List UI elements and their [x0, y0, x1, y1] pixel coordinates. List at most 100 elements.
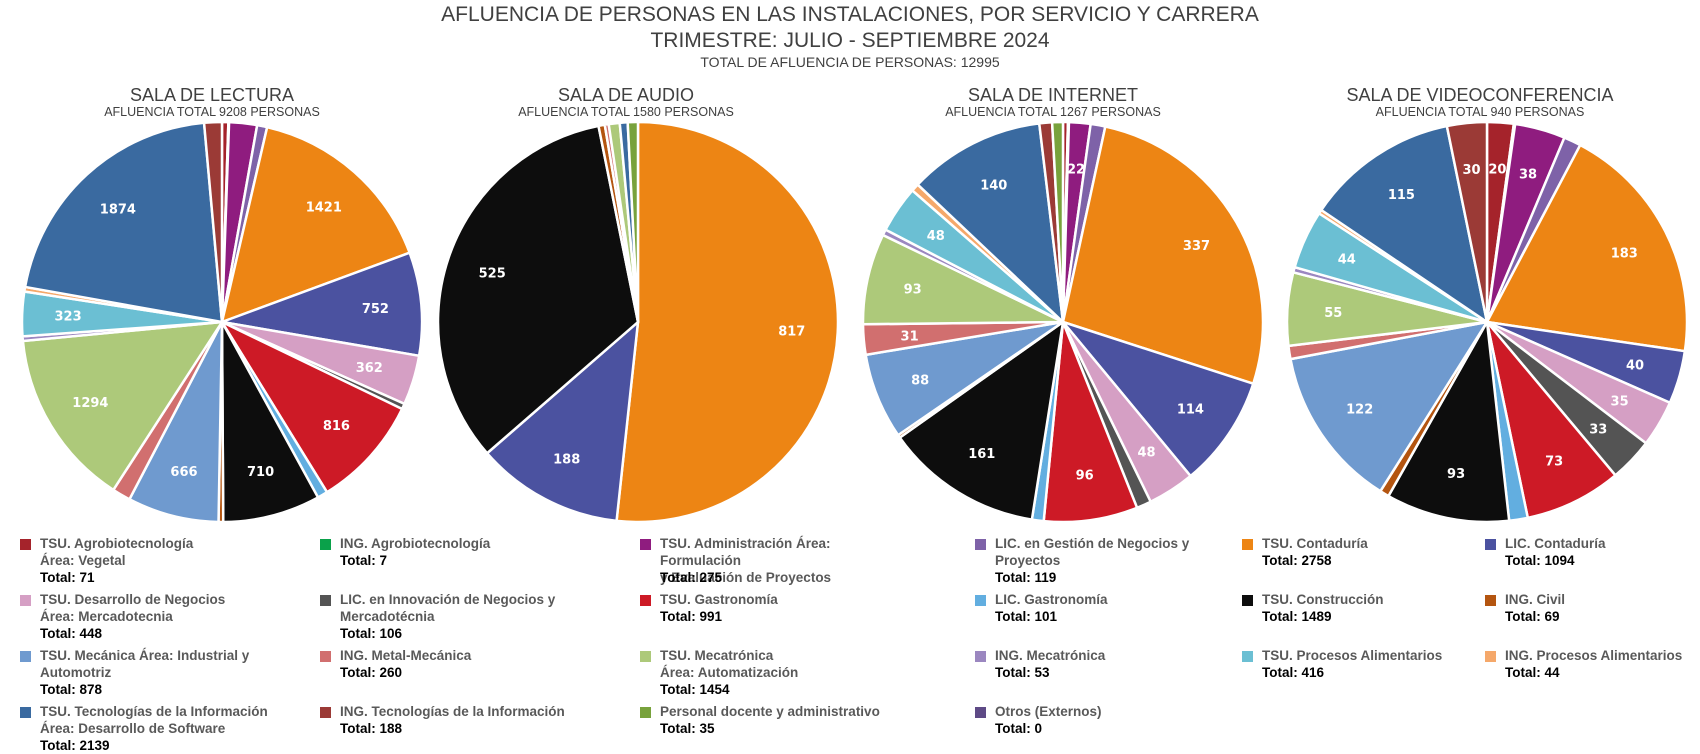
legend-swatch [320, 707, 331, 718]
chart-total-attendance: TOTAL DE AFLUENCIA DE PERSONAS: 12995 [700, 54, 1000, 70]
slice-value-label: 115 [1388, 188, 1415, 203]
legend-label: TSU. Desarrollo de Negocios Área: Mercad… [40, 592, 226, 624]
slice-value-label: 44 [1338, 252, 1356, 267]
legend-label: TSU. Procesos Alimentarios [1262, 648, 1443, 663]
slice-value-label: 1294 [72, 396, 108, 411]
pie-slice [916, 122, 1065, 324]
slice-value-label: 337 [1183, 239, 1210, 254]
pie-slice [220, 320, 320, 524]
slice-value-label: 93 [1447, 467, 1465, 482]
pie-slice [1485, 320, 1617, 520]
pie-slice [220, 125, 411, 324]
slice-value-label: 323 [55, 310, 82, 325]
pie-slice [1387, 320, 1511, 524]
legend-total: Total: 878 [40, 682, 103, 697]
legend-swatch [640, 707, 651, 718]
slice-value-label: 38 [1519, 168, 1537, 183]
legend-label: TSU. Mecánica Área: Industrial y Automot… [40, 648, 250, 680]
pie-slice [436, 124, 640, 455]
slice-value-label: 816 [323, 419, 350, 434]
slice-value-label: 22 [1067, 163, 1085, 178]
legend-swatch [20, 707, 31, 718]
legend-swatch [320, 651, 331, 662]
legend-label: ING. Civil [1505, 592, 1566, 607]
legend-swatch [1242, 651, 1253, 662]
pie-slice [1289, 320, 1489, 493]
legend-swatch [640, 539, 651, 550]
legend-label: TSU. Contaduría [1262, 536, 1368, 551]
legend-total: Total: 101 [995, 609, 1058, 624]
legend-total: Total: 448 [40, 626, 103, 641]
legend-label: TSU. Gastronomía [660, 592, 778, 607]
legend-swatch [20, 651, 31, 662]
legend-label: ING. Mecatrónica [995, 648, 1106, 663]
slice-value-label: 20 [1488, 162, 1506, 177]
pie-title: SALA DE INTERNET [968, 85, 1138, 105]
pie-slice [1445, 120, 1489, 324]
legend-label: ING. Agrobiotecnología [340, 536, 491, 551]
slice-value-label: 140 [980, 178, 1007, 193]
slice-value-label: 1421 [306, 201, 342, 216]
slice-value-label: 525 [479, 266, 506, 281]
slice-value-label: 48 [927, 229, 945, 244]
legend-swatch [640, 595, 651, 606]
legend-total: Total: 991 [660, 609, 723, 624]
slice-value-label: 48 [1137, 445, 1155, 460]
legend-total: Total: 0 [995, 721, 1042, 736]
legend-label: TSU. Tecnologías de la Información Área:… [40, 704, 268, 736]
legend-total: Total: 260 [340, 665, 403, 680]
slice-value-label: 817 [778, 324, 805, 339]
legend-label: LIC. en Gestión de Negocios y Proyectos [995, 536, 1190, 568]
legend-swatch [975, 539, 986, 550]
legend-total: Total: 2758 [1262, 553, 1332, 568]
legend-total: Total: 1454 [660, 682, 730, 697]
pie-slice [1061, 320, 1255, 478]
legend-swatch [975, 595, 986, 606]
pie-slice [626, 120, 640, 324]
legend-swatch [1242, 595, 1253, 606]
legend-total: Total: 1094 [1505, 553, 1575, 568]
legend-label: TSU. Administración Área: Formulación y … [660, 536, 832, 585]
slice-value-label: 88 [911, 374, 929, 389]
slice-value-label: 122 [1346, 403, 1373, 418]
legend-swatch [1485, 539, 1496, 550]
legend-swatch [20, 539, 31, 550]
slice-value-label: 96 [1076, 469, 1094, 484]
legend-total: Total: 188 [340, 721, 403, 736]
slice-value-label: 161 [968, 447, 995, 462]
slice-value-label: 93 [904, 283, 922, 298]
legend-swatch [975, 651, 986, 662]
legend-swatch [320, 539, 331, 550]
legend-label: LIC. Contaduría [1505, 536, 1606, 551]
pie-slice [615, 120, 840, 524]
legend-swatch [20, 595, 31, 606]
legend-total: Total: 119 [995, 570, 1057, 585]
legend-total: Total: 416 [1262, 665, 1325, 680]
pie-slice [1485, 143, 1689, 353]
legend-swatch [1485, 651, 1496, 662]
pie-subtitle: AFLUENCIA TOTAL 1267 PERSONAS [945, 105, 1161, 119]
pie-title: SALA DE LECTURA [130, 85, 294, 105]
slice-value-label: 33 [1589, 422, 1607, 437]
legend-label: ING. Metal-Mecánica [340, 648, 472, 663]
pie-title: SALA DE AUDIO [558, 85, 694, 105]
legend-swatch [1485, 595, 1496, 606]
slice-value-label: 666 [170, 465, 197, 480]
slice-value-label: 183 [1611, 246, 1638, 261]
pie-subtitle: AFLUENCIA TOTAL 1580 PERSONAS [518, 105, 734, 119]
pie-title: SALA DE VIDEOCONFERENCIA [1346, 85, 1613, 105]
legend-label: ING. Procesos Alimentarios [1505, 648, 1683, 663]
legend-total: Total: 106 [340, 626, 403, 641]
slice-value-label: 1874 [100, 203, 136, 218]
pie-subtitle: AFLUENCIA TOTAL 940 PERSONAS [1376, 105, 1585, 119]
pie-slice [1061, 125, 1265, 385]
slice-value-label: 40 [1626, 359, 1644, 374]
pie-slice [485, 320, 640, 523]
legend-swatch [640, 651, 651, 662]
pie-slice [1320, 124, 1489, 324]
slice-value-label: 55 [1324, 306, 1342, 321]
